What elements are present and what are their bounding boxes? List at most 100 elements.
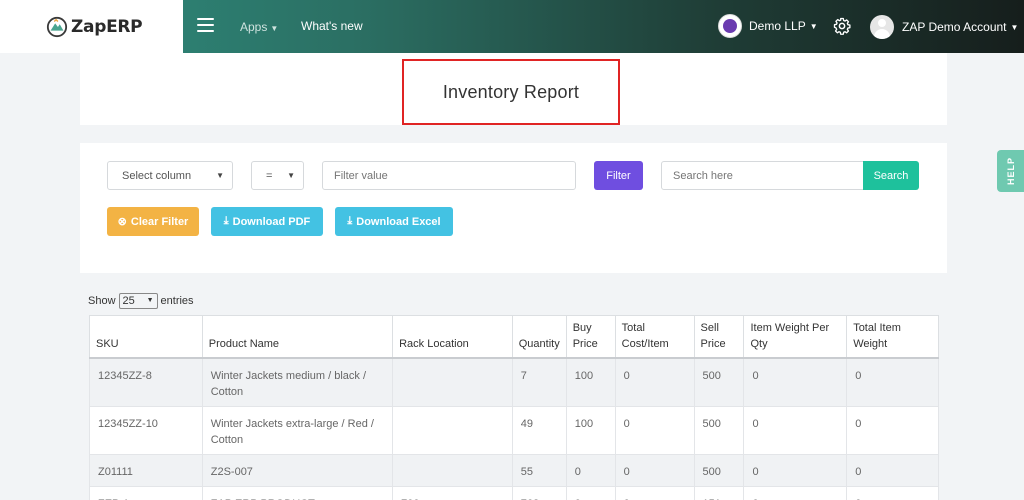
help-tab-label: HELP <box>1005 156 1016 186</box>
page-title-highlight: Inventory Report <box>402 59 620 125</box>
page-title: Inventory Report <box>442 81 580 102</box>
brand-logo[interactable]: ZapERP <box>0 0 183 53</box>
apps-menu[interactable]: Apps ▼ <box>240 20 278 34</box>
filter-panel: Select column ▼ = ▼ Filter Search ⊗Clear… <box>80 143 947 273</box>
clear-filter-button[interactable]: ⊗ Clear Filter <box>107 207 199 236</box>
table-cell: 500 <box>693 453 745 487</box>
inventory-table-container: SKU Product Name Rack Location Quantity … <box>89 315 939 500</box>
zaperp-logo-icon <box>46 16 68 37</box>
clear-icon: ⊗ <box>117 216 127 228</box>
column-select-value: Select column <box>122 169 192 182</box>
operator-select-value: = <box>266 169 273 182</box>
table-cell: 0 <box>565 453 616 487</box>
clear-filter-label: Clear Filter <box>130 215 189 228</box>
search-button[interactable]: Search <box>863 161 919 190</box>
chevron-down-icon: ▼ <box>270 24 279 33</box>
title-card: Inventory Report <box>80 53 947 125</box>
table-cell: 12345ZZ-10 <box>89 405 203 455</box>
table-cell: 0 <box>743 357 848 407</box>
entries-value: 25 <box>122 295 135 307</box>
table-cell: 0 <box>846 485 939 500</box>
help-tab[interactable]: HELP <box>997 150 1024 192</box>
table-cell: 0 <box>743 453 848 487</box>
company-avatar <box>718 14 742 38</box>
chevron-down-icon: ▼ <box>809 21 818 31</box>
apps-label: Apps <box>240 20 268 34</box>
table-cell: 49 <box>511 405 567 455</box>
column-header[interactable]: Product Name <box>201 315 394 359</box>
top-navbar: ZapERP Apps ▼ What's new Demo LLP ▼ ZAP D… <box>0 0 1024 53</box>
column-header[interactable]: Item Weight Per Qty <box>743 315 848 359</box>
search-input[interactable] <box>661 161 864 190</box>
table-cell: 151 <box>693 485 745 500</box>
table-cell: Winter Jackets extra-large / Red / Cotto… <box>201 405 394 455</box>
table-cell: 0 <box>614 453 695 487</box>
inventory-table: SKU Product Name Rack Location Quantity … <box>89 315 939 500</box>
table-cell <box>392 357 513 407</box>
table-cell: 762 <box>511 485 567 500</box>
chevron-down-icon: ▼ <box>216 171 224 180</box>
table-cell: 0 <box>743 405 848 455</box>
download-icon: ⤓ <box>347 215 353 227</box>
table-cell: 500 <box>693 405 745 455</box>
column-header[interactable]: Rack Location <box>392 315 513 359</box>
whats-new-link[interactable]: What's new <box>301 19 363 33</box>
chevron-down-icon: ▼ <box>287 171 295 180</box>
table-cell: 0 <box>743 485 848 500</box>
table-row[interactable]: ZEP-1 ZAP ERP PRODUCT 700 762 0 0 151 0 … <box>89 485 939 500</box>
column-select[interactable]: Select column ▼ <box>107 161 233 190</box>
table-cell: 0 <box>614 405 695 455</box>
entries-suffix: entries <box>160 295 194 307</box>
column-header[interactable]: SKU <box>89 315 203 359</box>
chevron-down-icon: ▼ <box>146 297 154 304</box>
table-cell <box>392 405 513 455</box>
table-cell: 700 <box>392 485 513 500</box>
operator-select[interactable]: = ▼ <box>251 161 304 190</box>
filter-value-input[interactable] <box>322 161 576 190</box>
table-cell: 0 <box>614 485 695 500</box>
table-cell: 0 <box>846 357 939 407</box>
table-row[interactable]: Z01111 Z2S-007 55 0 0 500 0 0 <box>89 453 939 487</box>
column-header[interactable]: Total Cost/Item <box>614 315 695 359</box>
account-name: ZAP Demo Account <box>902 20 1007 34</box>
table-cell: 12345ZZ-8 <box>89 357 203 407</box>
account-menu[interactable]: ZAP Demo Account ▼ <box>870 15 1018 39</box>
table-cell: 55 <box>511 453 567 487</box>
download-pdf-label: Download PDF <box>232 215 311 228</box>
table-cell: 0 <box>614 357 695 407</box>
download-excel-label: Download Excel <box>356 215 441 228</box>
table-cell: 7 <box>511 357 567 407</box>
table-cell: Winter Jackets medium / black / Cotton <box>201 357 394 407</box>
download-pdf-button[interactable]: ⤓ Download PDF <box>211 207 323 236</box>
gear-icon[interactable] <box>833 17 851 35</box>
menu-toggle-icon[interactable] <box>197 18 214 32</box>
show-label: Show <box>88 295 116 307</box>
table-cell: Z2S-007 <box>201 453 394 487</box>
table-header-row: SKU Product Name Rack Location Quantity … <box>89 315 939 359</box>
download-icon: ⤓ <box>223 215 229 227</box>
column-header[interactable]: Quantity <box>511 315 567 359</box>
table-cell: 500 <box>693 357 745 407</box>
table-row[interactable]: 12345ZZ-10 Winter Jackets extra-large / … <box>89 405 939 455</box>
table-cell: ZAP ERP PRODUCT <box>201 485 394 500</box>
table-cell: 0 <box>565 485 616 500</box>
column-header[interactable]: Total Item Weight <box>846 315 939 359</box>
company-name: Demo LLP <box>749 19 806 33</box>
table-cell: 100 <box>565 405 616 455</box>
column-header[interactable]: Buy Price <box>565 315 616 359</box>
company-switcher[interactable]: Demo LLP ▼ <box>718 14 818 38</box>
table-row[interactable]: 12345ZZ-8 Winter Jackets medium / black … <box>89 357 939 407</box>
filter-button[interactable]: Filter <box>594 161 643 190</box>
chevron-down-icon: ▼ <box>1010 22 1019 32</box>
download-excel-button[interactable]: ⤓ Download Excel <box>335 207 453 236</box>
table-cell: ZEP-1 <box>89 485 203 500</box>
table-cell <box>392 453 513 487</box>
avatar <box>870 15 894 39</box>
column-header[interactable]: Sell Price <box>693 315 745 359</box>
table-cell: 0 <box>846 405 939 455</box>
show-entries-control: Show 25 ▼ entries <box>88 293 194 309</box>
entries-per-page-select[interactable]: 25 ▼ <box>118 293 158 309</box>
table-cell: 100 <box>565 357 616 407</box>
brand-name: ZapERP <box>71 16 143 37</box>
table-cell: Z01111 <box>89 453 203 487</box>
